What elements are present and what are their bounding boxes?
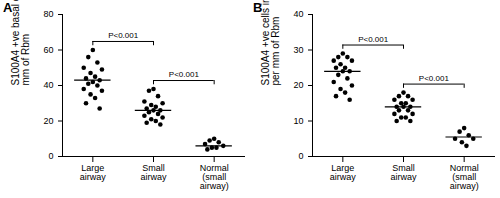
html-text:B: B: [253, 0, 263, 15]
svg-text:20: 20: [43, 116, 53, 126]
html-text:A: A: [3, 0, 13, 15]
svg-text:Smallairway: Smallairway: [140, 163, 167, 182]
svg-text:10: 10: [293, 116, 303, 126]
svg-text:0: 0: [48, 151, 53, 161]
svg-text:S100A4 +ve cells in Rbmper mm: S100A4 +ve cells in Rbmper mm of Rbm: [260, 0, 281, 86]
svg-text:Largeairway: Largeairway: [330, 163, 357, 182]
svg-text:Normal(smallairway): Normal(smallairway): [450, 163, 479, 191]
svg-text:0: 0: [298, 151, 303, 161]
svg-text:40: 40: [293, 9, 303, 19]
svg-text:40: 40: [43, 80, 53, 90]
svg-text:P<0.001: P<0.001: [419, 74, 450, 83]
svg-text:P<0.001: P<0.001: [358, 35, 389, 44]
svg-text:80: 80: [43, 9, 53, 19]
svg-text:Normal(smallairway): Normal(smallairway): [200, 163, 229, 191]
svg-text:20: 20: [293, 80, 303, 90]
svg-text:P<0.001: P<0.001: [108, 31, 139, 40]
svg-text:30: 30: [293, 45, 303, 55]
svg-text:S100A4 +ve basal cells permm o: S100A4 +ve basal cells permm of Rbm: [10, 0, 31, 86]
svg-text:Smallairway: Smallairway: [390, 163, 417, 182]
svg-text:P<0.001: P<0.001: [169, 70, 200, 79]
svg-text:Largeairway: Largeairway: [80, 163, 107, 182]
svg-text:60: 60: [43, 45, 53, 55]
